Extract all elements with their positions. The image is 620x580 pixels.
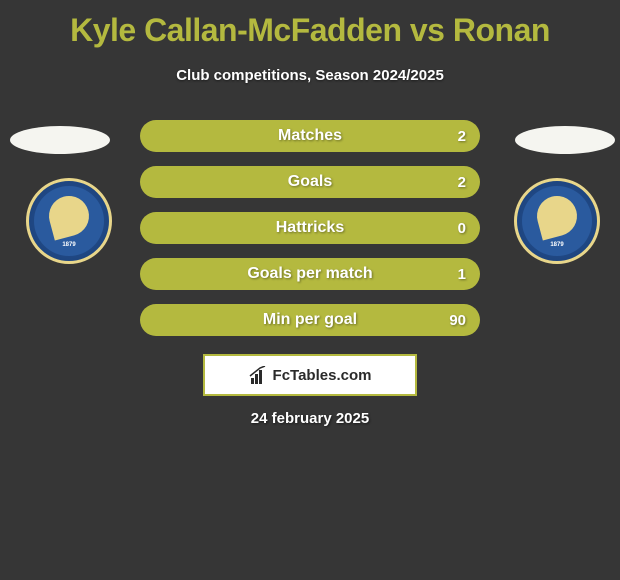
date-text: 24 february 2025: [251, 410, 369, 427]
stat-value: 1: [458, 266, 466, 283]
footer-attribution: FcTables.com: [203, 354, 417, 396]
stat-row: Matches 2: [140, 120, 480, 152]
stat-label: Goals: [288, 173, 332, 191]
season-subtitle: Club competitions, Season 2024/2025: [0, 67, 620, 84]
stat-value: 90: [449, 312, 466, 329]
club-logo-right: 1879: [514, 178, 600, 264]
stats-container: Matches 2 Goals 2 Hattricks 0 Goals per …: [140, 120, 480, 350]
player-badge-right: [515, 126, 615, 154]
stat-row: Hattricks 0: [140, 212, 480, 244]
stat-value: 2: [458, 128, 466, 145]
club-logo-left: 1879: [26, 178, 112, 264]
club-name-text: 1879: [62, 242, 75, 248]
club-crest-icon: 1879: [522, 186, 592, 256]
stat-row: Goals 2: [140, 166, 480, 198]
player-badge-left: [10, 126, 110, 154]
club-name-text: 1879: [550, 242, 563, 248]
footer-text: FcTables.com: [273, 367, 372, 384]
chart-icon: [249, 366, 269, 384]
stat-row: Goals per match 1: [140, 258, 480, 290]
stat-label: Goals per match: [247, 265, 372, 283]
stat-row: Min per goal 90: [140, 304, 480, 336]
club-crest-icon: 1879: [34, 186, 104, 256]
stat-label: Matches: [278, 127, 342, 145]
stat-value: 2: [458, 174, 466, 191]
stat-label: Min per goal: [263, 311, 357, 329]
stat-label: Hattricks: [276, 219, 344, 237]
stat-value: 0: [458, 220, 466, 237]
comparison-title: Kyle Callan-McFadden vs Ronan: [0, 0, 620, 49]
